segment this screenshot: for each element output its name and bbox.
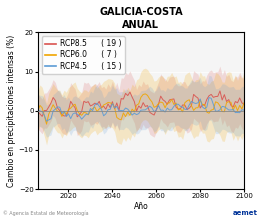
Text: aemet: aemet xyxy=(232,210,257,216)
Legend: RCP8.5      ( 19 ), RCP6.0      ( 7 ), RCP4.5      ( 15 ): RCP8.5 ( 19 ), RCP6.0 ( 7 ), RCP4.5 ( 15… xyxy=(42,36,125,74)
Text: © Agencia Estatal de Meteorología: © Agencia Estatal de Meteorología xyxy=(3,210,88,216)
Y-axis label: Cambio en precipitaciones intensas (%): Cambio en precipitaciones intensas (%) xyxy=(7,35,16,187)
X-axis label: Año: Año xyxy=(134,202,148,211)
Title: GALICIA-COSTA
ANUAL: GALICIA-COSTA ANUAL xyxy=(99,7,183,30)
